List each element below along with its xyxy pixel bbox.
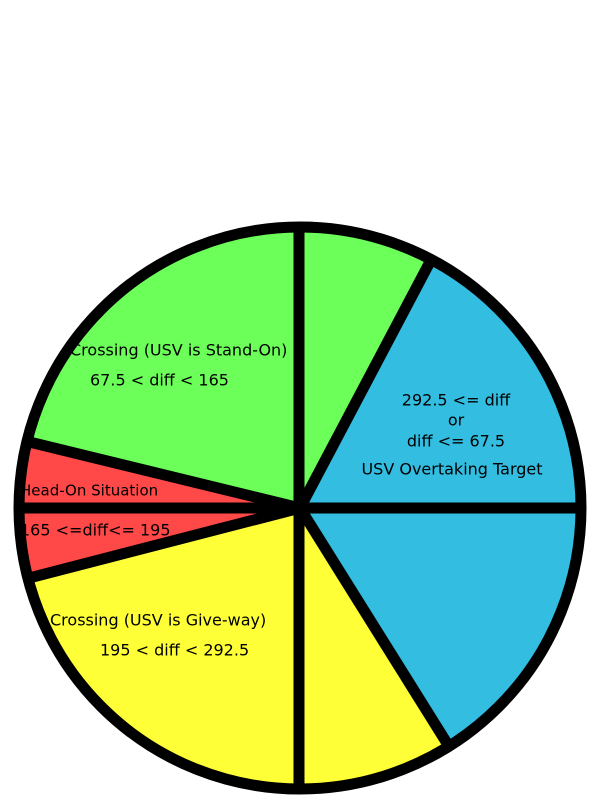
divider	[295, 505, 454, 750]
sector-line: or	[448, 411, 465, 430]
sector-line: 292.5 <= diff	[402, 391, 511, 410]
divider	[25, 436, 302, 514]
sector-label: Crossing (USV is Give-way)	[50, 611, 266, 630]
sector-condition: 195 < diff < 292.5	[100, 641, 249, 660]
sector-label: Head-On Situation	[20, 482, 158, 500]
sector-condition: 67.5 < diff < 165	[90, 371, 229, 390]
outline	[13, 221, 587, 795]
sector-line: USV Overtaking Target	[361, 460, 542, 479]
divider	[295, 257, 437, 511]
sector-condition: 165 <=diff<= 195	[20, 521, 171, 540]
divider-lines	[13, 221, 587, 795]
sector-label: Crossing (USV is Stand-On)	[70, 341, 287, 360]
sector-stand-on	[26, 227, 432, 509]
divider	[26, 502, 302, 584]
sector-line: diff <= 67.5	[407, 432, 505, 451]
